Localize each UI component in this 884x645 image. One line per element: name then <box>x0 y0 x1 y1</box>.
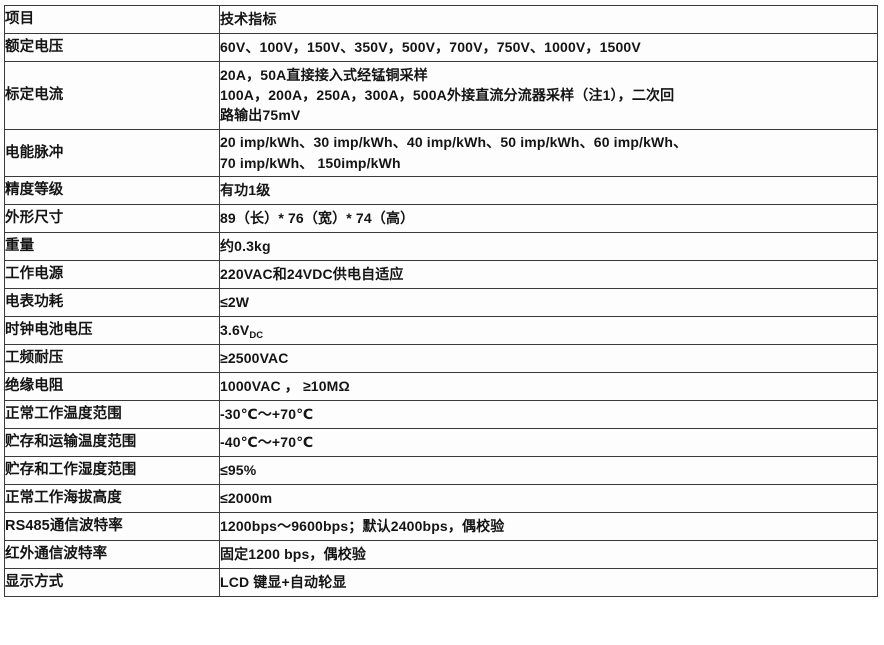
row-label-cell: 工作电源 <box>4 260 220 289</box>
row-label-cell: 电能脉冲 <box>4 129 220 177</box>
table-row: 正常工作海拔高度 ≤2000m <box>4 484 878 513</box>
table-row: 电表功耗 ≤2W <box>4 288 878 317</box>
row-label-cell: 显示方式 <box>4 568 220 597</box>
value-line: ≤2000m <box>220 489 273 506</box>
row-value-cell: 220VAC和24VDC供电自适应 <box>219 260 878 289</box>
table-row: 绝缘电阻 1000VAC ， ≥10MΩ <box>4 372 878 401</box>
row-label-cell: 精度等级 <box>4 176 220 205</box>
specification-table: 项目 技术指标 额定电压 60V、100V，150V、350V，500V，700V… <box>4 5 878 597</box>
row-value-cell: ≥2500VAC <box>219 344 878 373</box>
row-value-cell: ≤95% <box>219 456 878 485</box>
value-line: 89（长）* 76（宽）* 74（高） <box>220 209 415 226</box>
row-value-cell: 1200bps～9600bps；默认2400bps，偶校验 <box>219 512 878 541</box>
table-row: 精度等级 有功1级 <box>4 176 878 205</box>
column-header-item: 项目 <box>4 5 220 34</box>
row-label-cell: 重量 <box>4 232 220 261</box>
row-label-cell: 正常工作海拔高度 <box>4 484 220 513</box>
row-label-cell: 工频耐压 <box>4 344 220 373</box>
value-subscript: DC <box>249 329 264 341</box>
value-line: ≥2500VAC <box>220 349 289 366</box>
table-row: 正常工作温度范围 -30℃～+70℃ <box>4 400 878 429</box>
row-value-cell: 20 imp/kWh、30 imp/kWh、40 imp/kWh、50 imp/… <box>219 129 878 177</box>
value-line: ≤2W <box>220 293 250 310</box>
row-label-cell: 外形尺寸 <box>4 204 220 233</box>
row-label-cell: 红外通信波特率 <box>4 540 220 569</box>
table-row: 工作电源 220VAC和24VDC供电自适应 <box>4 260 878 289</box>
row-label-cell: 标定电流 <box>4 61 220 130</box>
row-value-cell: 20A，50A直接接入式经锰铜采样 100A，200A，250A，300A，500… <box>219 61 878 130</box>
table-row: 时钟电池电压 3.6VDC <box>4 316 878 345</box>
row-value-cell: 约0.3kg <box>219 232 878 261</box>
row-value-cell: 1000VAC ， ≥10MΩ <box>219 372 878 401</box>
row-value-cell: ≤2000m <box>219 484 878 513</box>
table-row: RS485通信波特率 1200bps～9600bps；默认2400bps，偶校验 <box>4 512 878 541</box>
table-row: 贮存和运输温度范围 -40℃～+70℃ <box>4 428 878 457</box>
table-row: 重量 约0.3kg <box>4 232 878 261</box>
value-line: 3.6VDC <box>220 321 264 341</box>
row-value-cell: ≤2W <box>219 288 878 317</box>
row-label-cell: 额定电压 <box>4 33 220 62</box>
row-label-cell: 绝缘电阻 <box>4 372 220 401</box>
table-header-row: 项目 技术指标 <box>4 5 878 34</box>
value-line: 1000VAC ， ≥10MΩ <box>220 377 350 394</box>
row-label-cell: 贮存和工作湿度范围 <box>4 456 220 485</box>
row-label-cell: 电表功耗 <box>4 288 220 317</box>
row-value-cell: 89（长）* 76（宽）* 74（高） <box>219 204 878 233</box>
table-row: 额定电压 60V、100V，150V、350V，500V，700V，750V、10… <box>4 33 878 62</box>
row-label-cell: 时钟电池电压 <box>4 316 220 345</box>
value-line: 20A，50A直接接入式经锰铜采样 <box>220 66 428 83</box>
value-line: 约0.3kg <box>220 237 271 254</box>
row-value-cell: LCD 键显+自动轮显 <box>219 568 878 597</box>
row-value-cell: 60V、100V，150V、350V，500V，700V，750V、1000V，… <box>219 33 878 62</box>
row-label-cell: 贮存和运输温度范围 <box>4 428 220 457</box>
table-row: 工频耐压 ≥2500VAC <box>4 344 878 373</box>
value-line: 60V、100V，150V、350V，500V，700V，750V、1000V，… <box>220 38 641 55</box>
value-line: 路输出75mV <box>220 107 301 124</box>
table-row: 显示方式 LCD 键显+自动轮显 <box>4 568 878 597</box>
value-line: 固定1200 bps，偶校验 <box>220 545 367 562</box>
row-label-cell: 正常工作温度范围 <box>4 400 220 429</box>
value-line: 20 imp/kWh、30 imp/kWh、40 imp/kWh、50 imp/… <box>220 134 688 151</box>
value-line: 100A，200A，250A，300A，500A外接直流分流器采样（注1），二次… <box>220 86 675 103</box>
table-row: 贮存和工作湿度范围 ≤95% <box>4 456 878 485</box>
specification-table-container: 项目 技术指标 额定电压 60V、100V，150V、350V，500V，700V… <box>4 5 878 597</box>
value-line: LCD 键显+自动轮显 <box>220 573 347 590</box>
column-header-spec: 技术指标 <box>219 5 878 34</box>
value-line: 220VAC和24VDC供电自适应 <box>220 265 404 282</box>
value-line: 1200bps～9600bps；默认2400bps，偶校验 <box>220 517 505 534</box>
row-value-cell: -30℃～+70℃ <box>219 400 878 429</box>
value-line: 有功1级 <box>220 181 271 198</box>
row-value-cell: 固定1200 bps，偶校验 <box>219 540 878 569</box>
specification-table-body: 项目 技术指标 额定电压 60V、100V，150V、350V，500V，700V… <box>4 5 878 597</box>
row-value-cell: -40℃～+70℃ <box>219 428 878 457</box>
value-line: 70 imp/kWh、 150imp/kWh <box>220 154 401 171</box>
table-row: 外形尺寸 89（长）* 76（宽）* 74（高） <box>4 204 878 233</box>
value-line: -40℃～+70℃ <box>220 433 314 450</box>
table-row: 红外通信波特率 固定1200 bps，偶校验 <box>4 540 878 569</box>
row-label-cell: RS485通信波特率 <box>4 512 220 541</box>
value-line: -30℃～+70℃ <box>220 405 314 422</box>
row-value-cell: 有功1级 <box>219 176 878 205</box>
table-row: 电能脉冲 20 imp/kWh、30 imp/kWh、40 imp/kWh、50 … <box>4 129 878 177</box>
value-line: ≤95% <box>220 461 257 478</box>
row-value-cell: 3.6VDC <box>219 316 878 345</box>
table-row: 标定电流 20A，50A直接接入式经锰铜采样 100A，200A，250A，300A… <box>4 61 878 130</box>
